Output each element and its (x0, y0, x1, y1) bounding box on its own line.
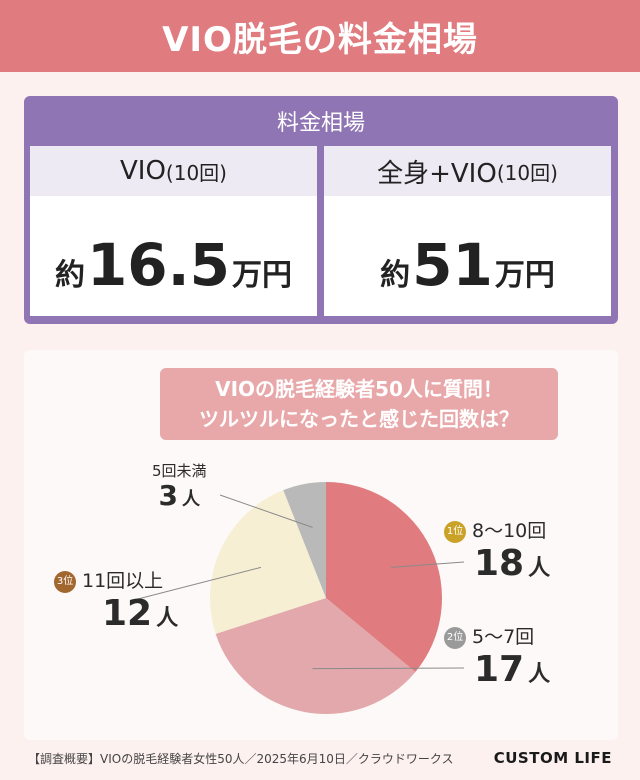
price-suffix: 万円 (232, 258, 293, 293)
pie-slice-1 (326, 482, 443, 672)
slice-unit: 人 (156, 606, 179, 631)
survey-question-line-2: ツルツルになったと感じた回数は？ (199, 407, 519, 431)
slice-unit: 人 (528, 556, 551, 581)
slice-name: 5〜7回 (472, 626, 535, 648)
rank-3-medal-icon: 3位 (54, 570, 76, 593)
footer: 【調査概要】VIOの脱毛経験者女性50人／2025年6月10日／クラウドワークス… (28, 746, 612, 770)
leader-line-3 (133, 566, 262, 601)
survey-panel: VIOの脱毛経験者50人に質問！ ツルツルになったと感じた回数は？ 1位 8〜10… (24, 350, 618, 740)
leader-line-2 (312, 667, 465, 670)
slice-value: 3 (158, 479, 179, 512)
price-value: 16.5 (84, 231, 233, 299)
price-card-fullbody-vio: 全身+VIO (10回) 約 51 万円 (324, 146, 611, 316)
pie-slice-2 (215, 598, 416, 714)
slice-name: 8〜10回 (472, 520, 547, 542)
slice-name: 5回未満 (152, 462, 207, 480)
slice-value: 12 (102, 593, 153, 634)
price-card-vio: VIO (10回) 約 16.5 万円 (30, 146, 317, 316)
price-card-sublabel: (10回) (165, 160, 227, 185)
slice-label-2: 2位 5〜7回 17 人 (444, 622, 550, 690)
slice-label-3: 3位 11回以上 12 人 (54, 566, 178, 634)
price-panel: 料金相場 VIO (10回) 約 16.5 万円 全身+VIO (10回) 約 51… (24, 96, 618, 324)
slice-value: 17 (474, 649, 525, 690)
price-card-heading: 全身+VIO (10回) (324, 146, 611, 196)
header-banner: VIO脱毛の料金相場 (0, 0, 640, 72)
pie-slice-3 (210, 490, 326, 634)
slice-value: 18 (474, 543, 525, 584)
price-card-label: 全身+VIO (377, 158, 497, 189)
pie-chart (133, 482, 465, 714)
price-card-amount: 約 16.5 万円 (30, 230, 317, 300)
leader-line-4 (219, 494, 313, 528)
brand-logo: CUSTOM LIFE (493, 749, 612, 767)
rank-1-medal-icon: 1位 (444, 520, 466, 543)
slice-unit: 人 (528, 662, 551, 687)
rank-2-medal-icon: 2位 (444, 626, 466, 649)
page-title: VIO脱毛の料金相場 (162, 19, 478, 60)
price-prefix: 約 (380, 258, 411, 293)
leader-line-1 (391, 561, 465, 568)
price-prefix: 約 (54, 258, 85, 293)
price-suffix: 万円 (494, 258, 555, 293)
price-card-label: VIO (120, 156, 166, 186)
survey-question-line-1: VIOの脱毛経験者50人に質問！ (215, 377, 503, 401)
survey-question: VIOの脱毛経験者50人に質問！ ツルツルになったと感じた回数は？ (160, 368, 558, 440)
price-panel-title: 料金相場 (276, 111, 365, 136)
price-value: 51 (410, 231, 495, 299)
price-card-heading: VIO (10回) (30, 146, 317, 196)
survey-summary-note: 【調査概要】VIOの脱毛経験者女性50人／2025年6月10日／クラウドワークス (28, 751, 454, 766)
slice-unit: 人 (182, 489, 201, 510)
slice-label-1: 1位 8〜10回 18 人 (444, 516, 550, 584)
price-card-sublabel: (10回) (496, 160, 558, 185)
price-card-amount: 約 51 万円 (324, 230, 611, 300)
slice-name: 11回以上 (82, 570, 164, 592)
pie-slice-4 (283, 482, 326, 598)
